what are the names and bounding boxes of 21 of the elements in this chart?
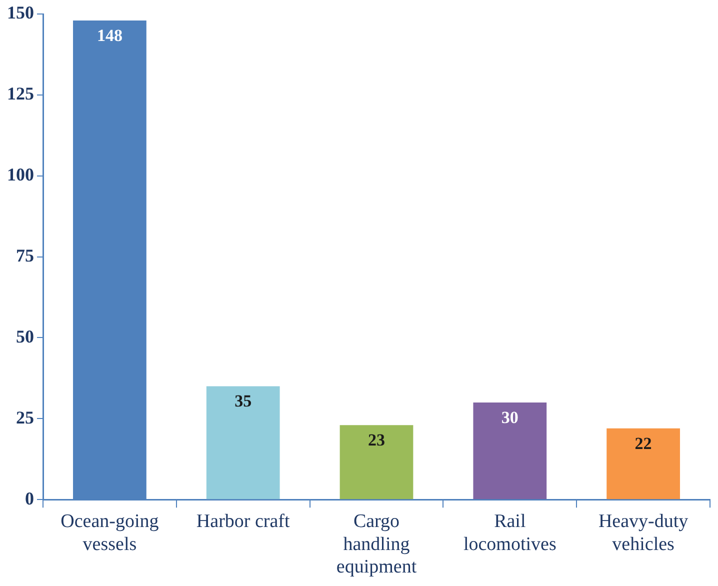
bar [473, 402, 547, 500]
data-label: 30 [501, 408, 518, 427]
data-label: 148 [96, 26, 122, 45]
x-tick-label: Rail locomotives [463, 510, 556, 555]
y-tick-label: 150 [7, 2, 34, 23]
x-tick-label: Heavy-duty vehicles [598, 510, 689, 555]
x-tick-label: Ocean-going vessels [60, 510, 160, 555]
y-tick-label: 25 [16, 407, 34, 428]
x-tick-label: Cargo handling equipment [336, 510, 418, 578]
x-tick-label: Harbor craft [196, 510, 290, 532]
y-tick-label: 50 [16, 326, 34, 346]
y-tick-label: 75 [16, 245, 34, 266]
bar [340, 425, 414, 500]
y-tick-label: 0 [25, 488, 34, 508]
data-label: 22 [634, 434, 652, 453]
bar [206, 386, 280, 500]
data-label: 35 [234, 392, 252, 411]
y-tick-label: 100 [7, 164, 34, 185]
data-label: 23 [368, 430, 385, 450]
y-tick-label: 125 [7, 84, 34, 104]
bar [606, 428, 680, 500]
